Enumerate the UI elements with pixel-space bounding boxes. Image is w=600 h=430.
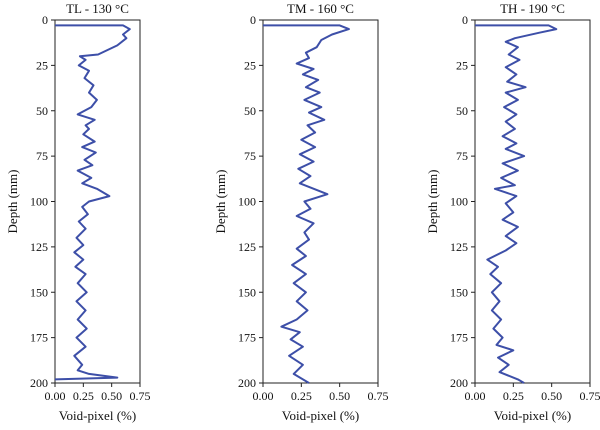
series-line — [475, 24, 558, 384]
y-tick-label: 50 — [456, 104, 468, 118]
chart-title: TH - 190 °C — [500, 1, 565, 16]
y-tick-label: 125 — [238, 240, 256, 254]
y-tick-label: 175 — [450, 331, 468, 345]
y-tick-label: 75 — [36, 149, 48, 163]
y-tick-label: 0 — [42, 13, 48, 27]
x-axis-label: Void-pixel (%) — [282, 408, 359, 423]
y-tick-label: 125 — [30, 240, 48, 254]
y-tick-label: 50 — [244, 104, 256, 118]
x-tick-label: 0.50 — [329, 389, 350, 403]
y-tick-label: 125 — [450, 240, 468, 254]
y-tick-label: 200 — [238, 376, 256, 390]
chart-title: TL - 130 °C — [66, 1, 129, 16]
y-tick-label: 75 — [244, 149, 256, 163]
x-tick-label: 0.25 — [73, 389, 94, 403]
y-axis-label: Depth (mm) — [213, 170, 228, 234]
y-tick-label: 100 — [30, 195, 48, 209]
x-tick-label: 0.50 — [101, 389, 122, 403]
chart-title: TM - 160 °C — [287, 1, 354, 16]
y-tick-label: 50 — [36, 104, 48, 118]
y-tick-label: 200 — [30, 376, 48, 390]
x-tick-label: 0.25 — [503, 389, 524, 403]
y-tick-label: 150 — [30, 285, 48, 299]
plot-frame — [54, 19, 141, 384]
x-tick-label: 0.00 — [253, 389, 274, 403]
y-axis-label: Depth (mm) — [5, 170, 20, 234]
x-tick-label: 0.50 — [541, 389, 562, 403]
y-tick-label: 25 — [36, 58, 48, 72]
plot-frame — [262, 19, 379, 384]
y-tick-label: 150 — [450, 285, 468, 299]
y-tick-label: 150 — [238, 285, 256, 299]
x-axis-label: Void-pixel (%) — [494, 408, 571, 423]
x-axis-label: Void-pixel (%) — [59, 408, 136, 423]
x-tick-label: 0.25 — [291, 389, 312, 403]
y-tick-label: 175 — [30, 331, 48, 345]
y-tick-label: 0 — [462, 13, 468, 27]
x-tick-label: 0.00 — [465, 389, 486, 403]
y-tick-label: 0 — [250, 13, 256, 27]
x-tick-label: 0.75 — [580, 389, 600, 403]
y-tick-label: 25 — [244, 58, 256, 72]
y-tick-label: 200 — [450, 376, 468, 390]
x-tick-label: 0.75 — [130, 389, 151, 403]
y-tick-label: 25 — [456, 58, 468, 72]
y-axis-label: Depth (mm) — [425, 170, 440, 234]
x-tick-label: 0.75 — [368, 389, 389, 403]
series-line — [54, 24, 131, 381]
y-tick-label: 75 — [456, 149, 468, 163]
y-tick-label: 175 — [238, 331, 256, 345]
y-tick-label: 100 — [238, 195, 256, 209]
series-line — [263, 24, 350, 384]
x-tick-label: 0.00 — [45, 389, 66, 403]
y-tick-label: 100 — [450, 195, 468, 209]
plot-frame — [474, 19, 591, 384]
